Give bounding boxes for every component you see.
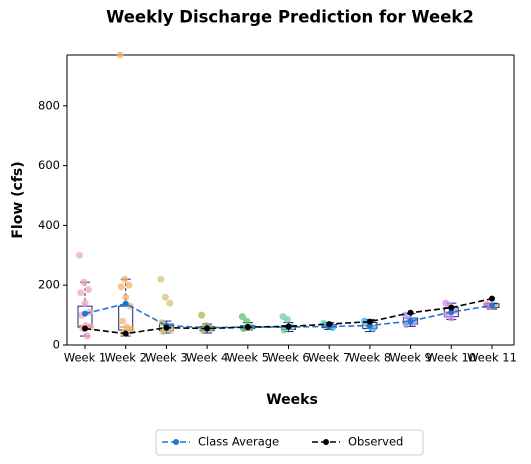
y-axis-label: Flow (cfs) — [10, 161, 26, 238]
point — [118, 317, 126, 325]
series-marker — [407, 318, 414, 325]
x-tick-label: Week 3 — [145, 351, 187, 365]
point — [198, 311, 206, 319]
y-tick-label: 600 — [38, 158, 60, 172]
x-tick-label: Week 5 — [227, 351, 269, 365]
point — [122, 293, 130, 301]
point — [117, 283, 125, 291]
x-tick-label: Week 10 — [426, 351, 476, 365]
series-marker — [366, 318, 373, 325]
point — [76, 251, 83, 259]
point — [360, 317, 368, 325]
series-marker — [448, 309, 455, 316]
series-marker — [448, 304, 455, 311]
series-marker — [82, 310, 88, 317]
series-marker — [122, 300, 129, 307]
point — [121, 275, 129, 283]
point — [83, 332, 91, 340]
legend-marker — [173, 439, 179, 445]
series-marker — [489, 302, 495, 309]
series-marker — [285, 323, 292, 330]
legend-box — [155, 429, 424, 456]
x-tick-label: Week 6 — [267, 351, 309, 365]
series-marker — [326, 321, 333, 328]
series-marker — [163, 324, 170, 331]
plot-frame — [66, 54, 515, 346]
point — [166, 299, 174, 307]
x-tick-label: Week 2 — [104, 351, 146, 365]
point — [161, 293, 169, 301]
point — [80, 278, 88, 286]
point — [401, 311, 409, 319]
series-marker — [407, 309, 414, 316]
x-tick-label: Week 1 — [64, 351, 106, 365]
point — [125, 281, 133, 289]
y-tick-label: 0 — [53, 338, 60, 352]
point — [116, 51, 124, 59]
legend-label: Observed — [348, 435, 403, 449]
y-tick-label: 800 — [38, 98, 60, 112]
point — [243, 317, 251, 325]
x-axis-label: Weeks — [266, 392, 318, 408]
series-marker — [204, 325, 211, 332]
point — [283, 316, 291, 324]
point — [157, 275, 165, 283]
point — [84, 286, 92, 294]
legend-marker — [323, 439, 329, 445]
point — [81, 299, 89, 307]
series-line — [84, 297, 493, 335]
series-marker — [489, 295, 495, 302]
x-tick-label: Week 11 — [467, 351, 517, 365]
x-tick-label: Week 4 — [186, 351, 228, 365]
x-tick-label: Week 7 — [308, 351, 350, 365]
series-marker — [82, 325, 88, 332]
x-tick-label: Week 9 — [389, 351, 431, 365]
x-tick-label: Week 8 — [349, 351, 391, 365]
chart-title: Weekly Discharge Prediction for Week2 — [106, 8, 474, 27]
point — [238, 313, 246, 321]
series-marker — [122, 330, 129, 337]
y-tick-label: 200 — [38, 278, 60, 292]
legend-label: Class Average — [198, 435, 279, 449]
point — [402, 321, 410, 329]
series-marker — [244, 324, 251, 331]
y-tick-label: 400 — [38, 218, 60, 232]
point — [77, 289, 85, 297]
point — [447, 314, 455, 322]
